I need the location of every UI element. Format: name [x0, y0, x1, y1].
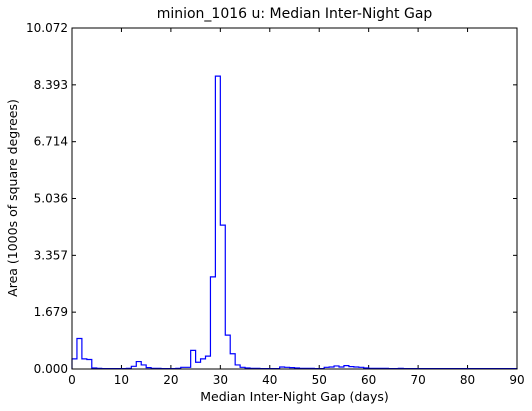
plot-area-frame: [71, 27, 518, 370]
y-tick-label: 8.393: [34, 78, 68, 92]
x-tick-label: 0: [68, 373, 76, 387]
x-tick-label: 50: [312, 373, 327, 387]
chart-title: minion_1016 u: Median Inter-Night Gap: [157, 6, 433, 22]
x-tick-label: 10: [114, 373, 129, 387]
y-tick-label: 0.000: [34, 362, 68, 376]
x-tick-label: 70: [410, 373, 425, 387]
x-tick-label: 40: [262, 373, 277, 387]
x-tick-label: 90: [509, 373, 524, 387]
x-tick-label: 80: [460, 373, 475, 387]
y-tick-label: 10.072: [26, 21, 68, 35]
x-tick-label: 20: [163, 373, 178, 387]
x-tick-label: 60: [361, 373, 376, 387]
y-axis-label: Area (1000s of square degrees): [5, 99, 20, 297]
x-axis-ticks: 0 10 20 30 40 50 60 70 80 90: [68, 28, 525, 387]
y-tick-label: 3.357: [34, 248, 68, 262]
x-axis-label: Median Inter-Night Gap (days): [200, 389, 389, 404]
x-tick-label: 30: [213, 373, 228, 387]
y-tick-label: 5.036: [34, 192, 68, 206]
y-tick-label: 1.679: [34, 305, 68, 319]
y-tick-label: 6.714: [34, 135, 68, 149]
